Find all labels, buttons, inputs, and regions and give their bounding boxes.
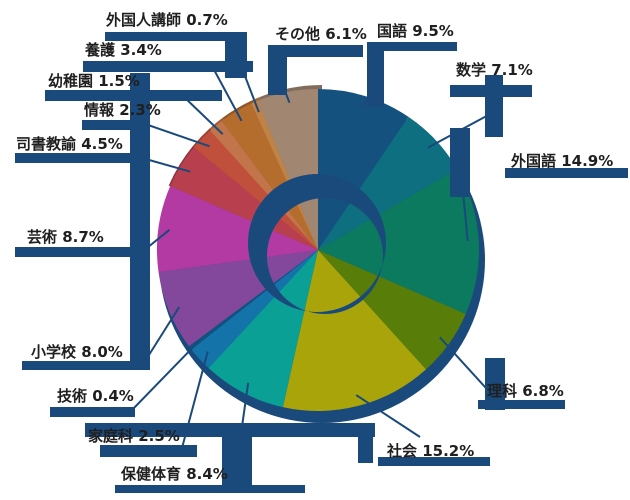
- leader-line-小学校: [141, 306, 181, 367]
- callout-bar: [15, 247, 150, 257]
- callout-bar: [478, 400, 565, 409]
- callout-bar: [100, 445, 197, 457]
- leader-line-社会: [355, 394, 421, 438]
- slice-label-国語: 国語 9.5%: [377, 22, 454, 40]
- leader-line-技術: [131, 340, 200, 411]
- pie-slice-数学: [318, 116, 458, 250]
- pie-slice-技術: [188, 250, 318, 350]
- slice-label-家庭科: 家庭科 2.5%: [88, 427, 180, 445]
- leader-line-国語: [361, 77, 384, 108]
- pie-slice-幼稚園: [210, 120, 318, 250]
- callout-bar: [268, 45, 363, 57]
- slice-label-保健体育: 保健体育 8.4%: [121, 465, 228, 483]
- slice-label-社会: 社会 15.2%: [387, 442, 475, 460]
- callout-bar: [105, 32, 247, 41]
- pie-slice-芸術: [157, 186, 318, 273]
- leader-line-情報: [147, 124, 210, 148]
- slice-label-司書教諭: 司書教諭 4.5%: [16, 135, 123, 153]
- callout-bar: [378, 457, 490, 466]
- pie-slice-外国人講師: [251, 100, 318, 251]
- slice-label-その他: その他 6.1%: [275, 25, 367, 43]
- callout-bar: [22, 361, 150, 370]
- pie-slice-保健体育: [208, 250, 318, 408]
- callout-bar: [505, 168, 628, 178]
- leader-line-家庭科: [181, 351, 209, 449]
- slice-label-数学: 数学 7.1%: [456, 61, 533, 79]
- slice-label-小学校: 小学校 8.0%: [31, 343, 123, 361]
- leader-line-養護: [211, 65, 243, 122]
- pie-slice-その他: [257, 89, 318, 250]
- slice-label-幼稚園: 幼稚園 1.5%: [48, 72, 140, 90]
- pie-slice-司書教諭: [170, 147, 318, 250]
- pie-slice-理科: [318, 250, 466, 370]
- slice-label-芸術: 芸術 8.7%: [27, 228, 104, 246]
- slice-label-理科: 理科 6.8%: [487, 382, 564, 400]
- callout-bar: [50, 407, 135, 417]
- leader-line-理科: [439, 336, 496, 399]
- leader-line-外国人講師: [237, 57, 260, 113]
- leader-line-外国語: [459, 159, 469, 242]
- slice-label-外国語: 外国語 14.9%: [511, 152, 614, 170]
- callout-bar: [367, 42, 384, 107]
- callout-bar: [15, 153, 150, 163]
- leader-line-幼稚園: [181, 94, 224, 135]
- callout-bar: [130, 73, 150, 370]
- callout-bar: [115, 485, 305, 493]
- pie-slice-外国語: [318, 168, 479, 314]
- slice-label-外国人講師: 外国人講師 0.7%: [106, 11, 228, 29]
- callout-bar: [82, 120, 150, 130]
- slice-label-技術: 技術 0.4%: [57, 387, 134, 405]
- pie-slice-養護: [221, 103, 318, 250]
- pie-slice-国語: [318, 89, 409, 250]
- callout-bar: [358, 437, 373, 463]
- callout-bar: [83, 61, 253, 72]
- slice-label-情報: 情報 2.3%: [84, 101, 161, 119]
- leader-line-保健体育: [236, 382, 250, 463]
- callout-bar: [485, 75, 503, 137]
- callout-bar: [485, 358, 505, 410]
- slice-label-養護: 養護 3.4%: [85, 41, 162, 59]
- pie-slice-小学校: [158, 250, 318, 347]
- leader-line-数学: [427, 111, 495, 149]
- pie-slice-情報: [193, 130, 318, 250]
- pie-slice-社会: [282, 250, 426, 411]
- leader-line-芸術: [141, 229, 171, 253]
- pie-slice-家庭科: [191, 250, 318, 369]
- leader-line-司書教諭: [141, 157, 191, 173]
- callout-bar: [367, 42, 457, 51]
- leader-line-その他: [277, 71, 291, 104]
- crescent-overlay: [248, 174, 387, 314]
